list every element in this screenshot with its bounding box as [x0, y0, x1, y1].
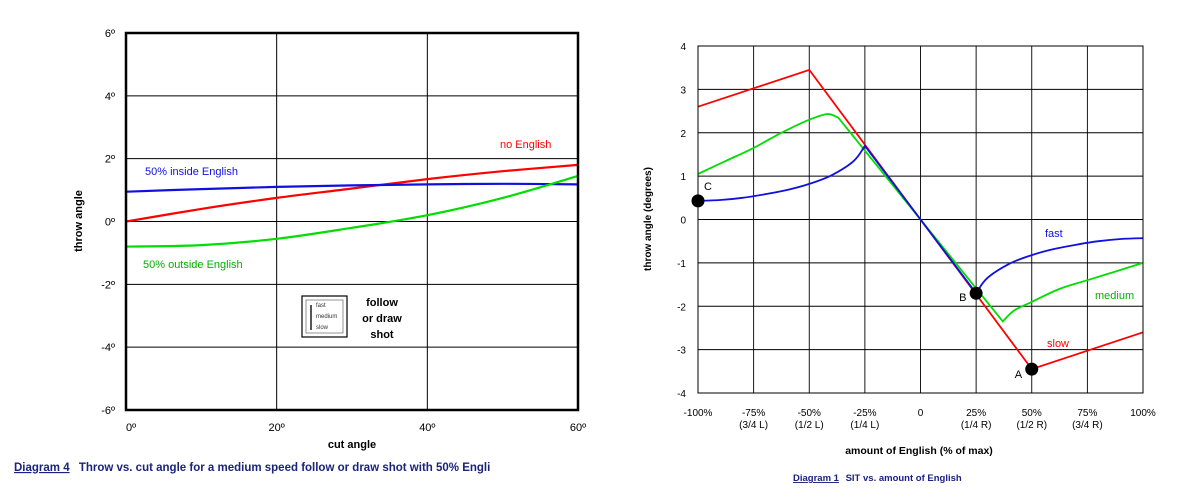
series-label-slow: slow [1047, 338, 1069, 350]
caption-diagram-1: Diagram 1 SIT vs. amount of English [793, 473, 962, 484]
series-line [125, 174, 579, 248]
y-tick-label: -2 [677, 302, 686, 313]
caption-number[interactable]: Diagram 1 [793, 473, 840, 484]
x-axis-label: amount of English (% of max) [845, 445, 993, 457]
x-tick-sublabel: (1/4 R) [961, 420, 992, 431]
y-tick-label: 0 [680, 216, 686, 227]
point-marker [1025, 362, 1039, 376]
y-tick-label: 4º [105, 91, 115, 103]
x-tick-sublabel: (1/4 L) [850, 420, 879, 431]
legend-speed-fast: fast [316, 303, 326, 309]
x-tick-label: 60º [570, 422, 586, 434]
x-tick-label: 50% [1022, 408, 1042, 419]
series-line [125, 163, 579, 223]
x-tick-sublabel: (3/4 L) [739, 420, 768, 431]
caption-number[interactable]: Diagram 4 [14, 462, 70, 474]
x-tick-label: 75% [1077, 408, 1097, 419]
y-tick-label: -4º [101, 342, 115, 354]
point-label: A [1015, 369, 1023, 381]
legend-label-shot: shot [370, 329, 394, 341]
x-tick-label: 20º [269, 422, 285, 434]
point-marker [969, 286, 983, 300]
caption-text: Throw vs. cut angle for a medium speed f… [79, 462, 491, 474]
chart-plot-border [124, 31, 580, 412]
x-tick-label: 0º [126, 422, 136, 434]
chart-throw-vs-cut-angle: -6º -4º -2º 0º 2º 4º 6º 0º 20º 40º 60º throw angl… [14, 28, 586, 474]
chart-series-group [697, 68, 1144, 371]
legend-label-or-draw: or draw [362, 313, 402, 325]
x-tick-label: -75% [742, 408, 765, 419]
y-tick-label: 0º [105, 217, 115, 229]
x-tick-label: -100% [684, 408, 713, 419]
series-label-inside-english: 50% inside English [145, 166, 238, 178]
y-tick-label: -6º [101, 405, 115, 417]
y-tick-label: 2º [105, 154, 115, 166]
x-tick-label: 25% [966, 408, 986, 419]
y-tick-label: 1 [680, 172, 686, 183]
series-label-no-english: no English [500, 139, 551, 151]
x-tick-label: -25% [853, 408, 876, 419]
y-tick-labels: -4 -3 -2 -1 0 1 2 3 4 [677, 42, 686, 400]
marked-points: C B A [691, 181, 1039, 381]
caption-text: SIT vs. amount of English [846, 473, 962, 484]
y-tick-label: -3 [677, 346, 686, 357]
series-label-outside-english: 50% outside English [143, 259, 243, 271]
y-tick-labels: -6º -4º -2º 0º 2º 4º 6º [101, 28, 115, 417]
y-tick-label: -2º [101, 279, 115, 291]
y-tick-label: -4 [677, 389, 686, 400]
x-axis-label: cut angle [328, 439, 376, 451]
x-tick-sublabel: (3/4 R) [1072, 420, 1103, 431]
legend-label-follow: follow [366, 297, 398, 309]
chart-grid [125, 32, 579, 411]
x-tick-sublabel: (1/2 R) [1016, 420, 1047, 431]
y-axis-label: throw angle (degrees) [643, 167, 654, 271]
y-tick-label: 6º [105, 28, 115, 40]
legend-speed-medium: medium [316, 314, 337, 320]
series-label-medium: medium [1095, 290, 1134, 302]
speed-legend-inner [305, 299, 344, 334]
chart-plot-border [697, 45, 1144, 394]
x-tick-labels: -100% -75%(3/4 L) -50%(1/2 L) -25%(1/4 L) 0 2… [684, 408, 1156, 431]
point-label: B [959, 292, 966, 304]
speed-legend: fast medium slow follow or draw shot [301, 295, 402, 341]
series-line [125, 182, 579, 193]
x-tick-labels: 0º 20º 40º 60º [126, 422, 586, 434]
x-tick-label: -50% [798, 408, 821, 419]
x-tick-label: 40º [419, 422, 435, 434]
y-tick-label: -1 [677, 259, 686, 270]
x-tick-sublabel: (1/2 L) [795, 420, 824, 431]
x-tick-label: 100% [1130, 408, 1156, 419]
chart-series-group [125, 163, 579, 248]
x-tick-label: 0 [918, 408, 924, 419]
legend-speed-slow: slow [316, 325, 329, 331]
y-tick-label: 3 [680, 85, 686, 96]
series-label-fast: fast [1045, 228, 1063, 240]
y-tick-label: 2 [680, 129, 686, 140]
caption-diagram-4: Diagram 4 Throw vs. cut angle for a medi… [14, 462, 490, 474]
y-axis-label: throw angle [73, 190, 85, 252]
series-line [697, 144, 1144, 295]
y-tick-label: 4 [680, 42, 686, 53]
point-label: C [704, 181, 712, 193]
